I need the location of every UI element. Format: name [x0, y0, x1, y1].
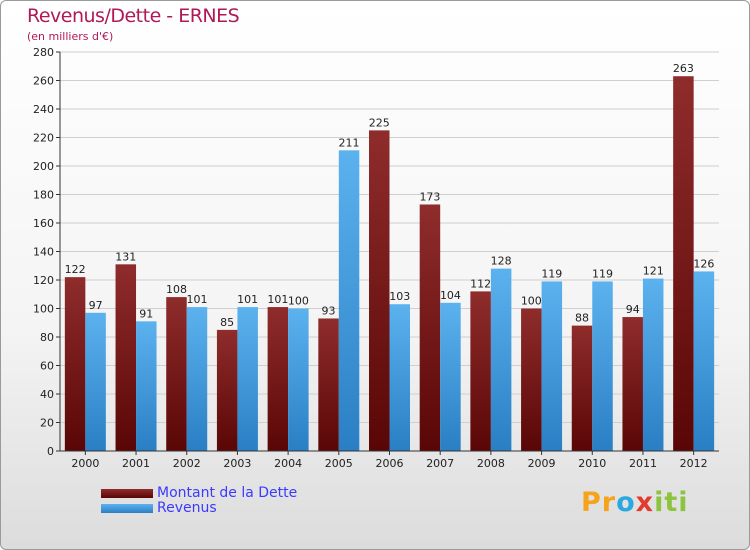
data-label: 101 — [237, 293, 258, 306]
bar-revenue — [136, 321, 157, 451]
data-label: 93 — [322, 304, 336, 317]
x-tick-label: 2000 — [71, 457, 99, 470]
data-label: 108 — [166, 283, 187, 296]
data-label: 88 — [575, 312, 589, 325]
data-label: 94 — [626, 303, 640, 316]
bar-revenue — [592, 281, 613, 451]
y-tick-label: 160 — [33, 217, 54, 230]
data-label: 126 — [693, 257, 714, 270]
y-tick-label: 100 — [33, 303, 54, 316]
bar-revenue — [440, 302, 461, 451]
y-tick-label: 200 — [33, 160, 54, 173]
bar-debt — [166, 297, 187, 451]
legend-swatch-debt — [101, 489, 153, 498]
y-tick-label: 80 — [40, 331, 54, 344]
data-label: 119 — [592, 267, 613, 280]
data-label: 104 — [440, 289, 461, 302]
data-label: 100 — [288, 295, 309, 308]
bar-debt — [369, 130, 390, 451]
data-label: 91 — [139, 307, 153, 320]
data-label: 100 — [521, 295, 542, 308]
data-label: 211 — [339, 136, 360, 149]
chart-title: Revenus/Dette - ERNES — [27, 5, 240, 27]
y-tick-label: 280 — [33, 46, 54, 59]
bar-debt — [571, 325, 593, 451]
bar-debt — [470, 291, 491, 451]
bar-debt — [115, 264, 137, 451]
bar-revenue — [642, 278, 664, 451]
y-tick-label: 120 — [33, 274, 54, 287]
data-label: 85 — [220, 316, 234, 329]
x-tick-label: 2009 — [528, 457, 556, 470]
data-label: 103 — [389, 290, 410, 303]
data-label: 119 — [541, 267, 562, 280]
x-tick-label: 2002 — [173, 457, 201, 470]
data-label: 101 — [186, 293, 207, 306]
data-label: 131 — [115, 250, 136, 263]
y-tick-label: 0 — [47, 445, 54, 458]
y-tick-label: 60 — [40, 360, 54, 373]
y-tick-label: 240 — [33, 103, 54, 116]
x-tick-label: 2005 — [325, 457, 353, 470]
data-label: 128 — [491, 255, 512, 268]
legend-label-revenue: Revenus — [157, 500, 217, 516]
bar-debt — [622, 317, 643, 451]
x-tick-label: 2007 — [426, 457, 454, 470]
data-label: 225 — [369, 116, 390, 129]
bar-revenue — [693, 271, 715, 451]
bar-revenue — [490, 268, 512, 451]
bar-debt — [64, 277, 86, 451]
data-label: 121 — [643, 265, 664, 278]
data-label: 173 — [419, 190, 440, 203]
y-tick-label: 180 — [33, 189, 54, 202]
x-tick-label: 2008 — [477, 457, 505, 470]
data-label: 97 — [89, 299, 103, 312]
x-tick-label: 2006 — [376, 457, 404, 470]
chart-subtitle: (en milliers d'€) — [27, 30, 114, 43]
bar-revenue — [85, 312, 106, 451]
bar-debt — [521, 308, 542, 451]
x-tick-label: 2010 — [578, 457, 606, 470]
axis-layer: 0 20 40 60 80 100 120 140 160 180 200 220 240 260 280 2… — [33, 46, 719, 470]
bar-debt — [318, 318, 339, 451]
x-tick-label: 2004 — [274, 457, 302, 470]
bar-layer — [64, 76, 715, 451]
bar-revenue — [338, 150, 360, 451]
data-label: 101 — [267, 293, 288, 306]
proxiti-logo: Proxiti — [581, 487, 689, 518]
bar-debt — [673, 76, 694, 451]
data-label: 122 — [65, 263, 86, 276]
x-tick-label: 2001 — [122, 457, 150, 470]
bar-revenue — [389, 304, 410, 451]
bar-revenue — [186, 307, 208, 451]
bar-revenue — [237, 307, 258, 451]
y-tick-label: 220 — [33, 132, 54, 145]
data-label: 112 — [470, 277, 491, 290]
y-tick-label: 260 — [33, 75, 54, 88]
x-tick-label: 2012 — [680, 457, 708, 470]
bar-debt — [267, 307, 289, 451]
x-tick-label: 2003 — [223, 457, 251, 470]
y-tick-label: 40 — [40, 388, 54, 401]
bar-debt — [419, 204, 441, 451]
x-tick-label: 2011 — [629, 457, 657, 470]
bar-revenue — [288, 308, 309, 451]
data-label: 263 — [673, 62, 694, 75]
legend-swatch-revenue — [101, 504, 153, 513]
bar-debt — [216, 329, 238, 451]
y-tick-label: 20 — [40, 417, 54, 430]
bar-revenue — [541, 281, 563, 451]
legend-label-debt: Montant de la Dette — [157, 485, 298, 501]
y-tick-label: 140 — [33, 246, 54, 259]
